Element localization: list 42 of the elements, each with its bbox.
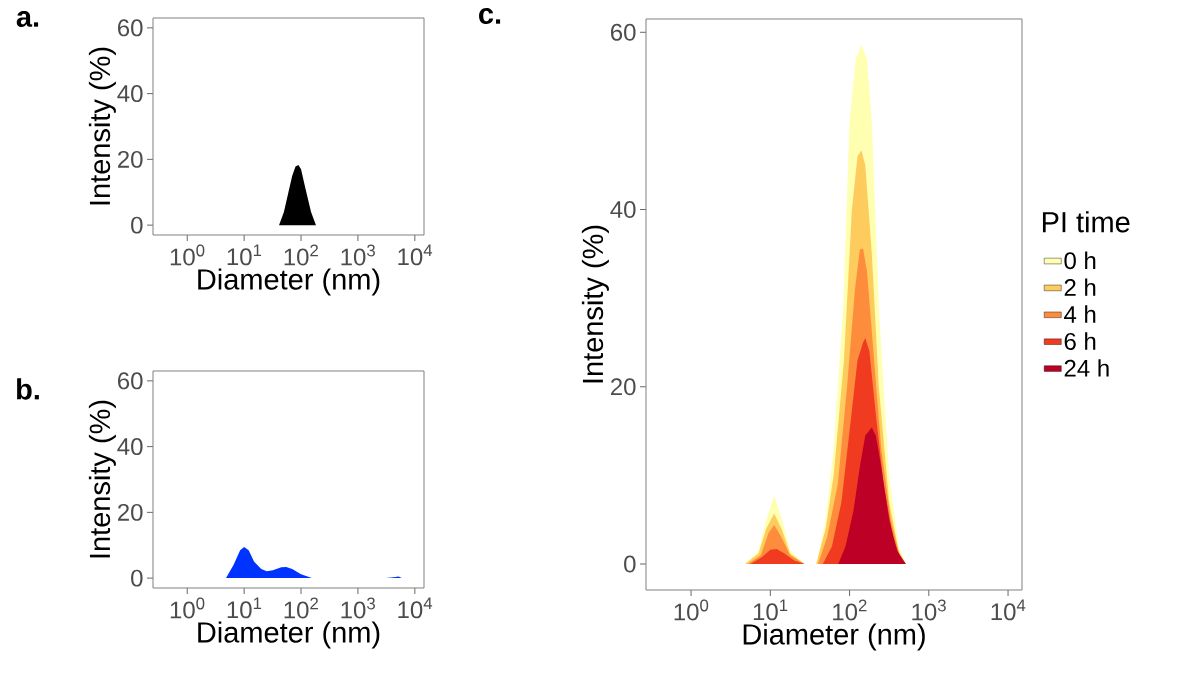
y-tick-label: 60 xyxy=(118,19,143,37)
chart-title: a. xyxy=(16,11,39,27)
x-tick-label: 10$^{2}$ xyxy=(284,244,318,266)
x-axis-title: Diameter (nm) xyxy=(743,623,925,651)
y-axis-title: Intensity (%) xyxy=(88,400,116,558)
x-tick-label: 10$^{3}$ xyxy=(341,244,375,266)
x-tick-label: 10$^{3}$ xyxy=(912,599,946,621)
x-tick-label: 10$^{2}$ xyxy=(833,599,867,621)
x-axis-title: Diameter (nm) xyxy=(198,621,380,649)
legend-label: 2 h xyxy=(1064,278,1096,296)
x-tick-label: 10$^{4}$ xyxy=(398,597,433,619)
x-tick-label: 10$^{3}$ xyxy=(341,597,375,619)
y-tick-label: 40 xyxy=(610,201,636,219)
y-tick-label: 0 xyxy=(131,216,143,234)
x-tick-label: 10$^{4}$ xyxy=(991,599,1026,621)
x-tick-label: 10$^{0}$ xyxy=(674,599,709,621)
chart-title: b. xyxy=(17,378,39,400)
x-tick-label: 10$^{4}$ xyxy=(398,244,433,266)
y-tick-label: 0 xyxy=(131,569,143,587)
legend-label: 4 h xyxy=(1064,305,1096,323)
y-tick-label: 20 xyxy=(611,378,636,396)
x-axis-title: Diameter (nm) xyxy=(198,268,380,296)
y-axis-title: Intensity (%) xyxy=(581,225,609,383)
y-tick-label: 60 xyxy=(611,23,636,41)
y-tick-label: 20 xyxy=(118,150,143,168)
x-tick-label: 10$^{1}$ xyxy=(227,244,262,266)
legend-label: 6 h xyxy=(1064,332,1096,350)
legend-label: 0 h xyxy=(1064,251,1096,270)
y-tick-label: 40 xyxy=(117,85,143,103)
x-tick-label: 10$^{2}$ xyxy=(284,597,318,619)
x-tick-label: 10$^{1}$ xyxy=(227,597,262,619)
x-tick-label: 10$^{0}$ xyxy=(170,244,205,266)
y-tick-label: 40 xyxy=(117,438,143,456)
y-tick-label: 20 xyxy=(118,503,143,521)
x-tick-label: 10$^{0}$ xyxy=(170,597,205,619)
y-tick-label: 60 xyxy=(118,372,143,390)
chart-title: c. xyxy=(479,8,501,24)
y-tick-label: 0 xyxy=(624,555,636,573)
y-axis-title: Intensity (%) xyxy=(88,47,116,205)
legend-label: 24 h xyxy=(1064,359,1109,377)
legend-title: PI time xyxy=(1042,211,1130,233)
x-tick-label: 10$^{1}$ xyxy=(753,599,788,621)
